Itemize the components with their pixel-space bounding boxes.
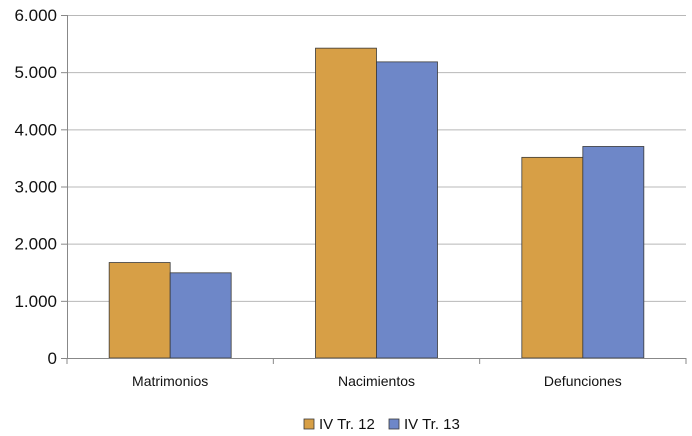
y-axis-ticks: 0 1.000 2.000 3.000 4.000 5.000 6.000 <box>14 6 67 368</box>
y-tick-label: 2.000 <box>14 235 57 254</box>
bars <box>108 47 645 359</box>
axes <box>66 15 687 364</box>
legend-label: IV Tr. 12 <box>319 416 375 433</box>
x-category-label: Defunciones <box>544 373 622 389</box>
legend-label: IV Tr. 13 <box>404 416 460 433</box>
legend: IV Tr. 12 IV Tr. 13 <box>303 416 460 433</box>
y-tick-label: 6.000 <box>14 6 57 25</box>
legend-swatch <box>388 418 400 430</box>
bar-defunciones-series-1 <box>521 156 584 359</box>
bar-matrimonios-series-1 <box>108 262 171 359</box>
legend-swatch <box>303 418 315 430</box>
x-axis-labels: Matrimonios Nacimientos Defunciones <box>132 373 622 389</box>
bar-matrimonios-series-2 <box>169 272 232 359</box>
x-category-label: Matrimonios <box>132 373 208 389</box>
bar-nacimientos-series-2 <box>376 61 438 359</box>
y-tick-label: 0 <box>48 349 57 368</box>
y-tick-label: 3.000 <box>14 178 57 197</box>
bar-defunciones-series-2 <box>582 146 645 359</box>
y-tick-label: 5.000 <box>14 63 57 82</box>
y-tick-label: 4.000 <box>14 120 57 139</box>
y-tick-label: 1.000 <box>14 292 57 311</box>
x-category-label: Nacimientos <box>338 373 415 389</box>
bar-nacimientos-series-1 <box>315 47 377 359</box>
